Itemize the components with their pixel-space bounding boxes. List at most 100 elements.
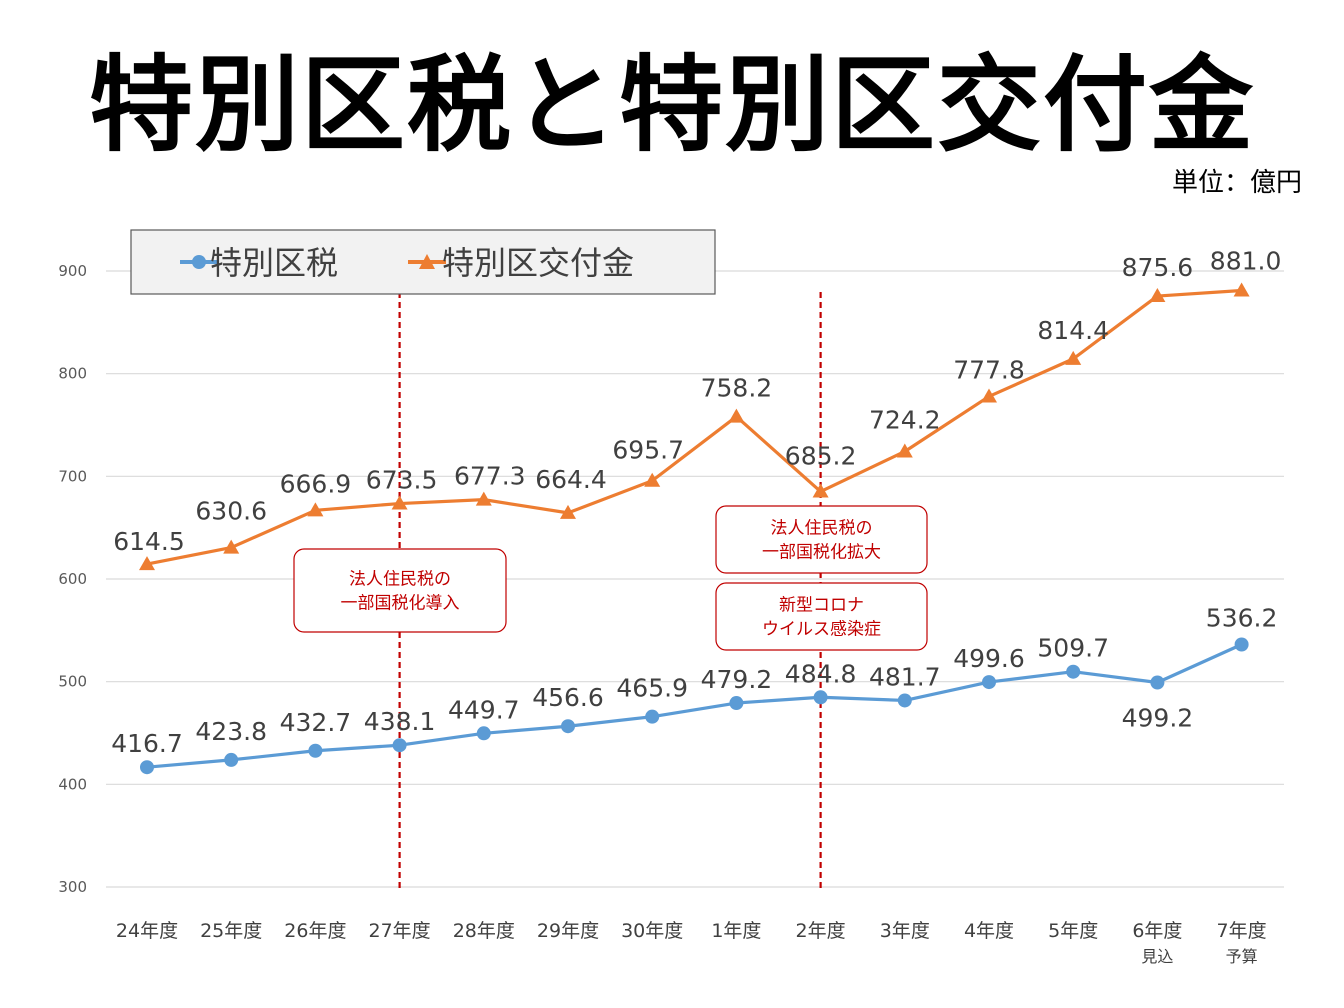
annotation-text: 一部国税化導入 <box>341 594 460 614</box>
legend-grant-marker-icon <box>419 254 435 269</box>
data-point <box>981 388 997 403</box>
y-tick-label: 700 <box>58 467 87 485</box>
data-point <box>475 491 492 506</box>
annotation-text: 法人住民税の <box>349 570 451 590</box>
data-point <box>812 483 829 498</box>
data-point <box>1234 637 1249 652</box>
legend-tax-label: 特別区税 <box>210 244 338 282</box>
x-tick-sublabel: 見込 <box>1141 947 1173 966</box>
x-tick-label: 6年度 <box>1132 920 1182 942</box>
data-point <box>1150 675 1165 690</box>
data-point <box>140 760 154 775</box>
data-label: 484.8 <box>785 659 857 688</box>
gridlines <box>106 270 1284 888</box>
data-label: 777.8 <box>953 355 1025 384</box>
data-label: 814.4 <box>1037 316 1109 345</box>
data-label: 479.2 <box>701 665 773 694</box>
data-point <box>1065 350 1082 365</box>
data-label: 481.7 <box>869 662 941 691</box>
x-tick-label: 25年度 <box>200 920 262 942</box>
legend-tax-marker-icon <box>192 255 206 269</box>
data-point <box>139 556 155 571</box>
annotation-box <box>715 582 928 651</box>
x-tick-label: 28年度 <box>453 920 515 942</box>
data-point <box>1233 282 1250 297</box>
data-label: 499.2 <box>1122 703 1194 732</box>
x-tick-label: 30年度 <box>621 920 683 942</box>
y-tick-label: 600 <box>58 570 87 588</box>
annotation-text: ウイルス感染症 <box>762 620 881 640</box>
data-label: 677.3 <box>454 462 526 491</box>
data-label: 695.7 <box>612 436 684 465</box>
data-label: 614.5 <box>113 527 185 556</box>
y-tick-label: 500 <box>58 673 87 691</box>
data-label: 509.7 <box>1037 634 1109 663</box>
data-point <box>308 743 323 758</box>
data-label: 465.9 <box>616 674 688 703</box>
y-tick-label: 900 <box>58 262 87 280</box>
data-point <box>560 504 576 519</box>
data-label: 724.2 <box>869 405 941 434</box>
data-point <box>728 408 745 423</box>
data-label: 536.2 <box>1206 604 1278 633</box>
legend: 特別区税 特別区交付金 <box>130 229 716 295</box>
data-label: 438.1 <box>364 707 436 736</box>
data-label: 881.0 <box>1210 247 1282 276</box>
data-point <box>476 726 491 741</box>
x-tick-label: 2年度 <box>796 920 846 942</box>
series-line-0 <box>146 643 1243 769</box>
x-tick-sublabel: 予算 <box>1226 947 1258 966</box>
data-label: 758.2 <box>701 374 773 403</box>
data-label: 630.6 <box>195 497 267 526</box>
data-labels: 416.7 423.8 432.7 438.1 449.7 456.6 465.9 479.2… <box>111 247 1281 759</box>
x-tick-label: 24年度 <box>116 920 178 942</box>
data-point <box>391 495 408 510</box>
data-point <box>1149 288 1166 303</box>
x-tick-label: 27年度 <box>369 920 431 942</box>
data-point <box>392 738 407 753</box>
x-tick-label: 5年度 <box>1048 920 1098 942</box>
data-label: 875.6 <box>1122 253 1194 282</box>
annotation-box <box>715 505 928 574</box>
data-label: 664.4 <box>535 465 607 494</box>
chart-title: 特別区税と特別区交付金 <box>88 44 1255 166</box>
data-label: 685.2 <box>785 442 857 471</box>
x-tick-label: 3年度 <box>880 920 930 942</box>
x-tick-label: 1年度 <box>711 920 761 942</box>
series-line-1 <box>146 288 1242 566</box>
data-point <box>897 693 912 708</box>
data-point <box>645 709 660 724</box>
data-label: 666.9 <box>280 469 352 498</box>
unit-label: 単位：億円 <box>1171 168 1302 198</box>
data-point <box>307 502 324 517</box>
data-label: 449.7 <box>448 695 520 724</box>
y-tick-label: 300 <box>58 878 87 896</box>
annotation-text: 一部国税化拡大 <box>762 543 881 563</box>
data-label: 673.5 <box>366 466 438 495</box>
data-point <box>1066 664 1081 679</box>
data-point <box>729 696 744 711</box>
data-label: 456.6 <box>532 683 604 712</box>
y-tick-label: 800 <box>58 365 87 383</box>
data-point <box>224 752 239 767</box>
x-tick-label: 26年度 <box>284 920 346 942</box>
data-label: 499.6 <box>953 644 1025 673</box>
x-tick-label: 4年度 <box>964 920 1014 942</box>
y-axis-ticks: 300 400 500 600 700 800 900 <box>58 262 87 896</box>
x-tick-label: 29年度 <box>537 920 599 942</box>
data-point <box>223 539 240 554</box>
x-axis-ticks: 24年度 25年度 26年度 27年度 28年度 29年度 30年度 1年度 2年度 3年度 4年度… <box>116 920 1267 966</box>
annotation-box <box>293 548 507 633</box>
y-tick-label: 400 <box>58 775 87 793</box>
data-label: 416.7 <box>111 729 183 758</box>
annotation-text: 新型コロナ <box>779 596 864 616</box>
data-point <box>896 443 913 458</box>
legend-grant-label: 特別区交付金 <box>442 244 634 282</box>
data-point <box>813 690 828 705</box>
annotation-text: 法人住民税の <box>771 519 873 539</box>
